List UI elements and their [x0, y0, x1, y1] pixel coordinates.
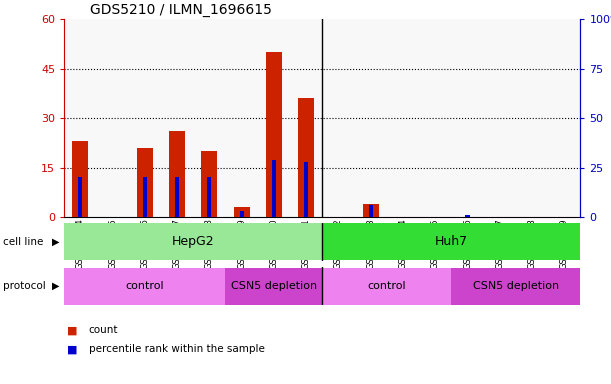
- Text: ▶: ▶: [53, 237, 60, 247]
- Text: control: control: [125, 281, 164, 291]
- Text: protocol: protocol: [3, 281, 46, 291]
- Text: ■: ■: [67, 325, 78, 335]
- Bar: [272, 160, 276, 217]
- Text: ■: ■: [67, 344, 78, 354]
- Bar: [78, 177, 82, 217]
- Bar: [452, 268, 580, 305]
- Bar: [363, 204, 379, 217]
- Text: percentile rank within the sample: percentile rank within the sample: [89, 344, 265, 354]
- Bar: [64, 223, 323, 260]
- Text: ▶: ▶: [53, 281, 60, 291]
- Bar: [466, 215, 469, 217]
- Bar: [266, 52, 282, 217]
- Text: control: control: [368, 281, 406, 291]
- Text: HepG2: HepG2: [172, 235, 214, 248]
- Bar: [233, 207, 250, 217]
- Bar: [175, 177, 179, 217]
- Text: CSN5 depletion: CSN5 depletion: [231, 281, 317, 291]
- Bar: [201, 151, 218, 217]
- Bar: [240, 211, 244, 217]
- Bar: [137, 148, 153, 217]
- Bar: [323, 268, 452, 305]
- Bar: [225, 268, 323, 305]
- Text: CSN5 depletion: CSN5 depletion: [473, 281, 559, 291]
- Bar: [368, 205, 373, 217]
- Bar: [304, 162, 308, 217]
- Bar: [143, 177, 147, 217]
- Text: count: count: [89, 325, 118, 335]
- Bar: [298, 98, 314, 217]
- Bar: [169, 131, 185, 217]
- Bar: [323, 223, 580, 260]
- Text: Huh7: Huh7: [435, 235, 468, 248]
- Bar: [207, 177, 211, 217]
- Bar: [64, 268, 225, 305]
- Bar: [72, 141, 89, 217]
- Text: GDS5210 / ILMN_1696615: GDS5210 / ILMN_1696615: [90, 3, 272, 17]
- Text: cell line: cell line: [3, 237, 43, 247]
